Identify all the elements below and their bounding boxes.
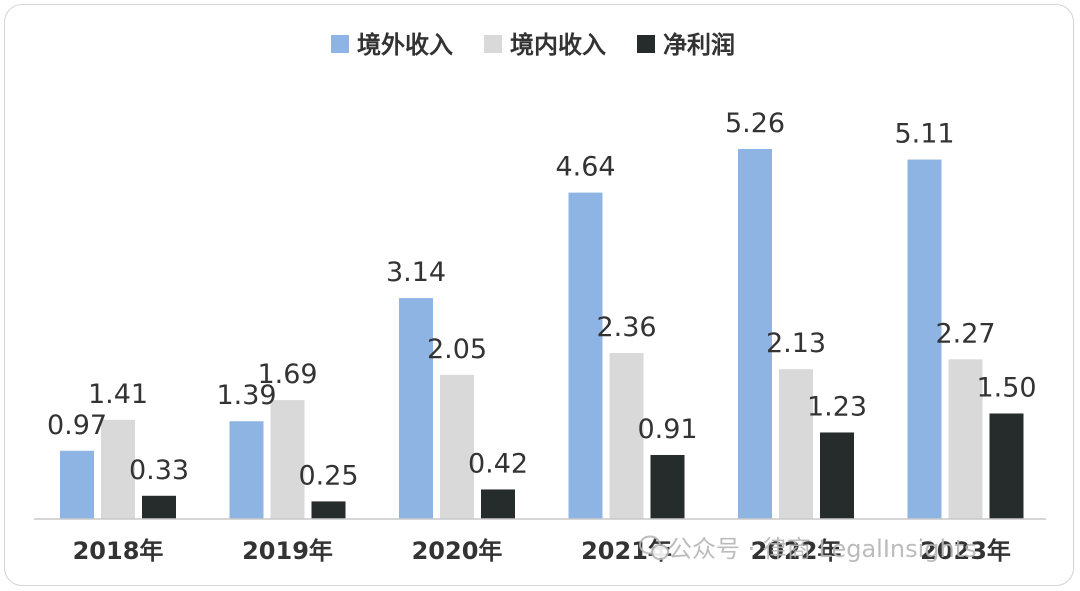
bar-境内收入-2020年 (440, 374, 474, 519)
value-label-境外收入-2020年: 3.14 (386, 257, 446, 288)
bar-净利润-2018年 (142, 495, 176, 519)
value-label-境内收入-2022年: 2.13 (766, 328, 826, 359)
value-label-净利润-2020年: 0.42 (468, 448, 528, 479)
value-label-境外收入-2018年: 0.97 (47, 410, 107, 441)
bar-境内收入-2019年 (270, 400, 305, 519)
legend-label-净利润: 净利润 (663, 31, 735, 59)
legend-swatch-境内收入 (484, 35, 502, 53)
bar-净利润-2021年 (650, 454, 685, 519)
legend: 境外收入 境内收入 净利润 (331, 31, 735, 59)
bar-净利润-2020年 (481, 489, 515, 519)
bar-境外收入-2021年 (568, 192, 603, 519)
value-label-净利润-2018年: 0.33 (129, 455, 189, 486)
bar-净利润-2023年 (989, 413, 1024, 519)
value-label-境内收入-2020年: 2.05 (427, 334, 487, 365)
bar-境外收入-2023年 (907, 159, 942, 519)
value-label-境外收入-2021年: 4.64 (555, 152, 615, 183)
bar-境内收入-2021年 (609, 352, 644, 519)
value-label-净利润-2023年: 1.50 (976, 372, 1036, 403)
value-label-境外收入-2019年: 1.39 (216, 380, 276, 411)
legend-label-境外收入: 境外收入 (357, 31, 453, 59)
value-label-净利润-2019年: 0.25 (298, 460, 358, 491)
value-labels: 0.971.41 0.33 1.391.69 0.25 3.14 2.05 0.42 4.64… (47, 108, 1037, 491)
watermark: 公众号 · 律商 LegalInsights (639, 535, 977, 563)
bar-境外收入-2020年 (399, 298, 433, 519)
wechat-icon (639, 535, 669, 560)
bar-境内收入-2018年 (101, 419, 135, 519)
value-label-境内收入-2021年: 2.36 (596, 312, 656, 343)
watermark-text: 公众号 · 律商 LegalInsights (668, 535, 977, 563)
x-tick-2023年: 2023年 (920, 537, 1011, 565)
bar-境外收入-2022年 (738, 149, 772, 519)
x-tick-2022年: 2022年 (751, 537, 842, 565)
bar-境外收入-2018年 (60, 450, 94, 519)
x-tick-2019年: 2019年 (242, 537, 333, 565)
bars (60, 149, 1024, 519)
legend-swatch-净利润 (637, 35, 655, 53)
value-label-境外收入-2023年: 5.11 (894, 119, 954, 150)
bar-境外收入-2019年 (229, 421, 264, 519)
value-label-境内收入-2018年: 1.41 (88, 379, 148, 410)
value-label-净利润-2022年: 1.23 (807, 391, 867, 422)
bar-净利润-2022年 (820, 432, 854, 519)
bar-境内收入-2023年 (948, 359, 983, 519)
legend-swatch-境外收入 (331, 35, 349, 53)
value-label-境外收入-2022年: 5.26 (725, 108, 785, 139)
value-label-境内收入-2019年: 1.69 (257, 359, 317, 390)
chart-frame (4, 4, 1074, 586)
x-tick-2020年: 2020年 (412, 537, 503, 565)
value-label-境内收入-2023年: 2.27 (935, 318, 995, 349)
value-label-净利润-2021年: 0.91 (637, 414, 697, 445)
bar-境内收入-2022年 (779, 369, 813, 519)
legend-label-境内收入: 境内收入 (510, 31, 606, 59)
x-tick-2018年: 2018年 (73, 537, 164, 565)
bar-净利润-2019年 (311, 501, 346, 519)
